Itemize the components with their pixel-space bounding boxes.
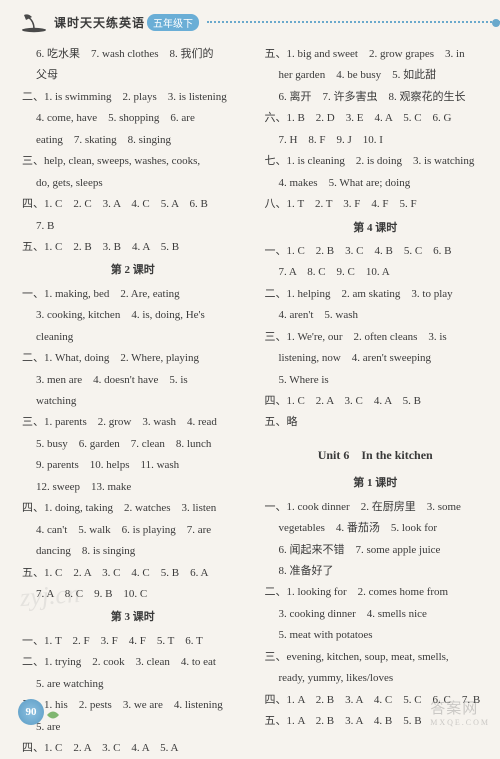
answer-line: 5. busy 6. garden 7. clean 8. lunch <box>22 434 244 455</box>
answer-line: 三、1. parents 2. grow 3. wash 4. read <box>22 412 244 433</box>
answer-line: 四、1. A 2. B 3. A 4. C 5. C 6. C 7. B <box>264 690 486 711</box>
header-prefix: 课时天天练 <box>54 16 119 30</box>
lesson-heading: 第 1 课时 <box>264 473 486 494</box>
page-header: 课时天天练英语 五年级下 <box>0 0 500 38</box>
header-title: 课时天天练英语 <box>54 14 145 31</box>
answer-line: 4. can't 5. walk 6. is playing 7. are <box>22 520 244 541</box>
answer-line: do, gets, sleeps <box>22 173 244 194</box>
answer-line: 8. 准备好了 <box>264 561 486 582</box>
page-number-badge: 90 <box>18 699 44 725</box>
answer-line: 四、1. doing, taking 2. watches 3. listen <box>22 498 244 519</box>
answer-line: 6. 闻起来不错 7. some apple juice <box>264 540 486 561</box>
answer-line: 3. cooking, kitchen 4. is, doing, He's <box>22 305 244 326</box>
page-footer: 90 <box>18 699 60 725</box>
answer-line: 一、1. cook dinner 2. 在厨房里 3. some <box>264 497 486 518</box>
answer-line: 5. meat with potatoes <box>264 625 486 646</box>
answer-line: 二、1. trying 2. cook 3. clean 4. to eat <box>22 652 244 673</box>
answer-line: 三、help, clean, sweeps, washes, cooks, <box>22 151 244 172</box>
answer-line: 七、1. is cleaning 2. is doing 3. is watch… <box>264 151 486 172</box>
answer-line: 5. Where is <box>264 370 486 391</box>
right-column: 五、1. big and sweet 2. grow grapes 3. in … <box>264 44 486 759</box>
answer-line: eating 7. skating 8. singing <box>22 130 244 151</box>
answer-line: 7. H 8. F 9. J 10. I <box>264 130 486 151</box>
lesson-heading: 第 2 课时 <box>22 260 244 281</box>
answer-line: 5. are watching <box>22 674 244 695</box>
answer-line: 12. sweep 13. make <box>22 477 244 498</box>
answer-line: 四、1. C 2. A 3. C 4. A 5. B <box>264 391 486 412</box>
answer-line: 9. parents 10. helps 11. wash <box>22 455 244 476</box>
left-column: 6. 吃水果 7. wash clothes 8. 我们的 父母 二、1. is… <box>22 44 244 759</box>
lamp-icon <box>20 11 48 33</box>
answer-line: 二、1. helping 2. am skating 3. to play <box>264 284 486 305</box>
answer-line: 7. B <box>22 216 244 237</box>
answer-line: 三、1. We're, our 2. often cleans 3. is <box>264 327 486 348</box>
answer-line: 五、1. big and sweet 2. grow grapes 3. in <box>264 44 486 65</box>
answer-line: 八、1. T 2. T 3. F 4. F 5. F <box>264 194 486 215</box>
answer-line: 3. men are 4. doesn't have 5. is <box>22 370 244 391</box>
answer-line: 二、1. is swimming 2. plays 3. is listenin… <box>22 87 244 108</box>
answer-line: 三、evening, kitchen, soup, meat, smells, <box>264 647 486 668</box>
unit-heading: Unit 6 In the kitchen <box>264 444 486 467</box>
answer-line: 6. 吃水果 7. wash clothes 8. 我们的 <box>22 44 244 65</box>
answer-line: watching <box>22 391 244 412</box>
answer-line: cleaning <box>22 327 244 348</box>
answer-line: her garden 4. be busy 5. 如此甜 <box>264 65 486 86</box>
answer-line: 五、略 <box>264 412 486 433</box>
lesson-heading: 第 3 课时 <box>22 607 244 628</box>
answer-line: 一、1. making, bed 2. Are, eating <box>22 284 244 305</box>
lesson-heading: 第 4 课时 <box>264 218 486 239</box>
grade-badge: 五年级下 <box>147 14 199 31</box>
answer-line: 五、1. C 2. B 3. B 4. A 5. B <box>22 237 244 258</box>
answer-line: 7. A 8. C 9. B 10. C <box>22 584 244 605</box>
answer-line: 4. makes 5. What are; doing <box>264 173 486 194</box>
answer-line: 6. 离开 7. 许多害虫 8. 观察花的生长 <box>264 87 486 108</box>
leaf-icon <box>46 707 60 717</box>
answer-line: 父母 <box>22 65 244 86</box>
column-divider <box>254 44 255 759</box>
answer-line: 二、1. What, doing 2. Where, playing <box>22 348 244 369</box>
answer-line: 四、1. C 2. C 3. A 4. C 5. A 6. B <box>22 194 244 215</box>
answer-line: 六、1. B 2. D 3. E 4. A 5. C 6. G <box>264 108 486 129</box>
answer-line: 五、1. A 2. B 3. A 4. B 5. B <box>264 711 486 732</box>
answer-line: 一、1. T 2. F 3. F 4. F 5. T 6. T <box>22 631 244 652</box>
answer-line: vegetables 4. 番茄汤 5. look for <box>264 518 486 539</box>
header-dotted-rule <box>207 21 500 23</box>
answer-line: dancing 8. is singing <box>22 541 244 562</box>
answer-line: 五、1. C 2. A 3. C 4. C 5. B 6. A <box>22 563 244 584</box>
answer-line: 四、1. C 2. A 3. C 4. A 5. A <box>22 738 244 759</box>
answer-line: 一、1. C 2. B 3. C 4. B 5. C 6. B <box>264 241 486 262</box>
header-subject: 英语 <box>119 16 145 30</box>
answer-line: 4. aren't 5. wash <box>264 305 486 326</box>
answer-line: 4. come, have 5. shopping 6. are <box>22 108 244 129</box>
answer-line: 二、1. looking for 2. comes home from <box>264 582 486 603</box>
answer-line: ready, yummy, likes/loves <box>264 668 486 689</box>
content-columns: 6. 吃水果 7. wash clothes 8. 我们的 父母 二、1. is… <box>0 38 500 759</box>
answer-line: 7. A 8. C 9. C 10. A <box>264 262 486 283</box>
answer-line: 3. cooking dinner 4. smells nice <box>264 604 486 625</box>
answer-line: listening, now 4. aren't sweeping <box>264 348 486 369</box>
